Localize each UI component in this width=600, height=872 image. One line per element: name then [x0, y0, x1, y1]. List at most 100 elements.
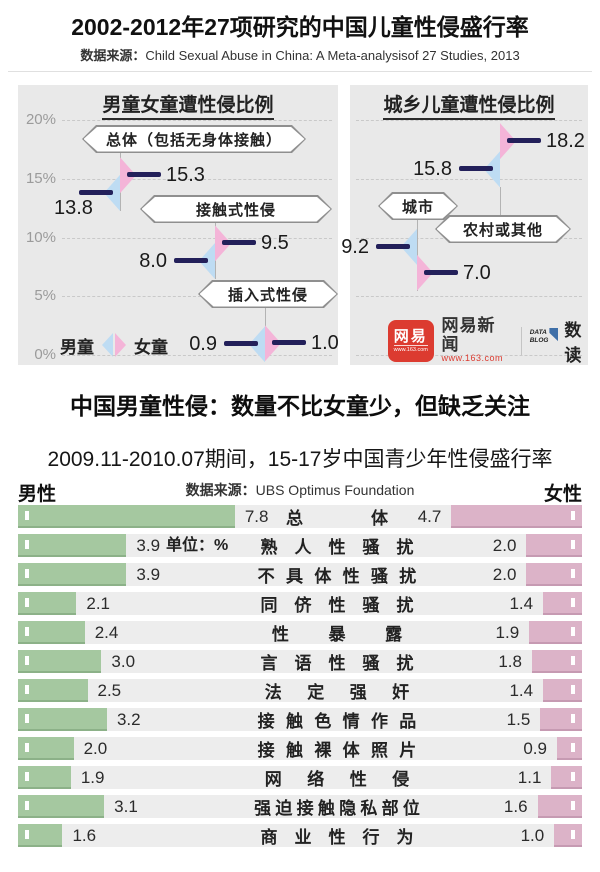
female-bar-notch [571, 511, 575, 520]
chart-panel-urban-rural: 城乡儿童遭性侵比例 农村或其他 15.8 18.2 城市 9.2 7.0 [341, 85, 588, 365]
value-tick-line [424, 269, 458, 275]
female-value-label: 0.9 [523, 739, 547, 758]
legend-girl-label: 女童 [134, 337, 168, 357]
datablog-icon: DATA BLOG [529, 327, 559, 353]
netease-news-wordmark: 网易新闻 www.163.com [441, 316, 513, 364]
bar-row: 3.2 1.5 接触色情作品 [0, 708, 600, 731]
bar-row: 2.0 0.9 接触裸体照片 [0, 737, 600, 760]
row-background [18, 592, 582, 615]
netease-icon-text: 网易 [393, 327, 428, 345]
category-char: 骚 [370, 567, 388, 586]
female-value-label: 1.4 [509, 681, 534, 700]
female-bar [543, 679, 582, 702]
category-char: 行 [362, 828, 380, 847]
row-background [18, 766, 582, 789]
connector-line [500, 187, 501, 215]
category-char: 触 [317, 799, 335, 818]
value-tick-line [127, 172, 161, 178]
gridline [62, 237, 332, 239]
logo-divider [520, 326, 522, 355]
girl-value-label: 7.0 [463, 261, 491, 284]
boy-value-label: 15.8 [413, 158, 452, 181]
group-label: 城市 [378, 192, 458, 220]
male-bar-notch [25, 743, 29, 752]
category-char: 片 [399, 741, 417, 760]
male-bar-notch [25, 714, 29, 723]
publisher-logo: 网易 www.163.com 网易新闻 www.163.com DATA BLO… [388, 316, 600, 365]
male-value-label: 2.4 [94, 623, 119, 642]
row-background [18, 621, 582, 644]
female-value-label: 2.0 [492, 536, 517, 555]
data-source-text: Child Sexual Abuse in China: A Meta-anal… [145, 48, 520, 63]
gridline [356, 355, 582, 356]
category-label: 接触色情作品 [252, 708, 422, 731]
group-label-text: 接触式性侵 [142, 197, 331, 222]
female-bar-notch [571, 714, 575, 723]
female-bar-notch [571, 627, 575, 636]
category-char: 具 [285, 567, 303, 586]
category-char: 强 [254, 799, 272, 818]
divider-line [8, 71, 592, 72]
male-bar-notch [25, 801, 29, 810]
category-label: 不具体性骚扰 [252, 563, 422, 586]
row-background [18, 737, 582, 760]
category-char: 部 [381, 799, 399, 818]
datablog-icon-line2: BLOG [529, 336, 549, 344]
category-label: 言语性骚扰 [252, 650, 422, 673]
female-value-label: 1.1 [517, 768, 542, 787]
category-char: 扰 [396, 596, 414, 615]
value-tick-line [224, 341, 258, 347]
category-char: 扰 [396, 538, 414, 557]
netease-news-url: www.163.com [441, 353, 504, 364]
y-axis-tick-label: 15% [25, 169, 56, 187]
female-bar [526, 563, 582, 586]
female-bar [531, 650, 582, 673]
category-char: 侵 [392, 770, 410, 789]
bar-row: 2.5 1.4 法 定 强 奸 [0, 679, 600, 702]
bar-row: 3.0 1.8 言语性骚扰 [0, 650, 600, 673]
male-bar [18, 621, 85, 644]
category-char: 定 [307, 683, 325, 702]
female-value-label: 1.5 [506, 710, 531, 729]
category-char: 总 [286, 509, 303, 528]
category-char: 人 [294, 538, 312, 557]
female-bar [551, 766, 582, 789]
category-char: 暴 [328, 625, 346, 644]
gridline [62, 296, 332, 298]
male-bar-notch [25, 540, 29, 549]
category-char: 骚 [362, 538, 380, 557]
group-label-text: 农村或其他 [437, 217, 570, 242]
female-bar [529, 621, 582, 644]
girl-value-label: 15.3 [166, 164, 205, 187]
datablog-name: 数读 [564, 320, 583, 365]
category-char: 法 [264, 683, 282, 702]
datablog-flag-icon [549, 327, 559, 342]
category-char: 触 [285, 741, 303, 760]
legend-boy-label: 男童 [60, 337, 94, 357]
category-char: 色 [314, 712, 332, 731]
netease-icon-url: www.163.com [393, 344, 428, 353]
male-bar [18, 650, 102, 673]
bar-chart-rows: 7.8 4.7 总体 3.9 2.0 熟人性骚扰单位：% 3.9 2.0 不具体性骚扰 2.1 1.… [0, 505, 600, 855]
value-tick-line [222, 240, 256, 246]
female-bar-notch [571, 772, 575, 781]
row-background [18, 650, 582, 673]
male-bar [18, 766, 71, 789]
category-char: 品 [399, 712, 417, 731]
gridline [356, 120, 582, 121]
male-value-label: 3.0 [111, 652, 136, 671]
male-value-label: 3.9 [136, 536, 161, 555]
female-value-label: 1.6 [503, 797, 528, 816]
male-value-label: 1.9 [80, 768, 105, 787]
male-bar-notch [25, 627, 29, 636]
y-axis-tick-label: 0% [34, 346, 56, 363]
male-bar-notch [25, 656, 29, 665]
category-label: 法定强奸 [252, 679, 422, 702]
male-value-label: 7.8 [244, 507, 269, 526]
male-bar [18, 708, 107, 731]
female-value-label: 1.9 [495, 623, 520, 642]
datablog-icon-line1: DATA [529, 328, 547, 336]
group-label: 接触式性侵 [140, 195, 332, 223]
female-bar [540, 708, 582, 731]
category-label: 性暴露 [252, 621, 422, 644]
